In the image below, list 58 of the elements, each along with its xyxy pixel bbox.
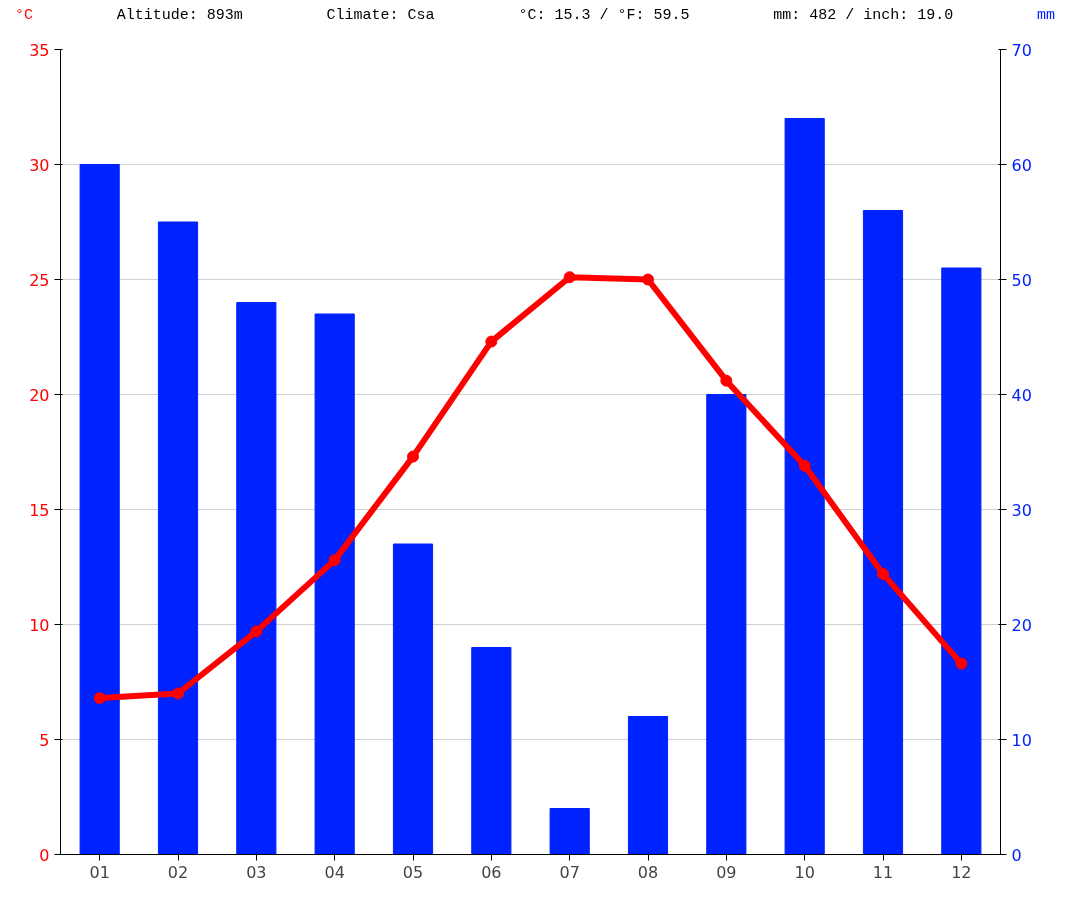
x-tick-label: 11	[872, 862, 894, 882]
x-tick-label: 08	[637, 862, 659, 882]
y2-axis-title: mm	[1036, 6, 1055, 26]
y-tick-label: 15	[29, 500, 50, 520]
x-tick-label: 10	[794, 862, 815, 882]
bar	[862, 210, 904, 855]
y2-tick-label: 10	[1011, 730, 1032, 750]
y2-tick-label: 0	[1011, 845, 1022, 865]
x-tick-label: 02	[167, 862, 189, 882]
x-tick-label: 03	[246, 862, 267, 882]
text: °C: 15.3 / °F: 59.5	[518, 6, 690, 26]
y-axis-title: °C	[15, 6, 34, 26]
y-tick-label: 20	[29, 385, 50, 405]
bar	[314, 313, 355, 855]
text: Altitude: 893m	[116, 6, 243, 26]
bar	[471, 647, 512, 855]
y2-tick-label: 40	[1011, 385, 1032, 405]
point	[93, 692, 106, 705]
y-tick-label: 30	[29, 155, 50, 175]
bar	[236, 302, 277, 855]
x-tick-label: 01	[89, 862, 110, 882]
x-tick-label: 07	[559, 862, 580, 882]
y2-tick-label: 60	[1011, 155, 1032, 175]
point	[250, 625, 263, 638]
point	[328, 554, 341, 567]
y-tick-label: 5	[39, 730, 50, 750]
point	[955, 657, 968, 670]
x-tick-label: 06	[481, 862, 502, 882]
x-tick-label: 09	[716, 862, 737, 882]
point	[407, 450, 419, 463]
text: Climate: Csa	[326, 6, 435, 26]
y-tick-label: 0	[39, 845, 50, 865]
x-tick-label: 04	[324, 862, 345, 882]
bar	[784, 118, 825, 855]
bar	[627, 716, 669, 855]
point	[172, 687, 184, 700]
bar	[549, 808, 590, 855]
x-tick-label: 12	[951, 862, 972, 882]
bar	[157, 221, 199, 855]
point	[642, 273, 654, 286]
y2-tick-label: 20	[1011, 615, 1032, 635]
y-tick-label: 35	[29, 40, 50, 60]
bar	[941, 267, 982, 855]
x-tick-label: 05	[402, 862, 424, 882]
bar	[706, 394, 747, 855]
point	[798, 459, 811, 472]
point	[877, 567, 889, 580]
y-tick-label: 10	[29, 615, 50, 635]
point	[563, 271, 576, 284]
y2-tick-label: 30	[1011, 500, 1032, 520]
text: mm: 482 / inch: 19.0	[773, 6, 954, 26]
bar	[392, 543, 434, 855]
point	[485, 335, 498, 348]
y2-tick-label: 50	[1011, 270, 1032, 290]
point	[720, 374, 733, 387]
y-tick-label: 25	[29, 270, 50, 290]
bar	[79, 164, 120, 855]
y2-tick-label: 70	[1011, 40, 1032, 60]
